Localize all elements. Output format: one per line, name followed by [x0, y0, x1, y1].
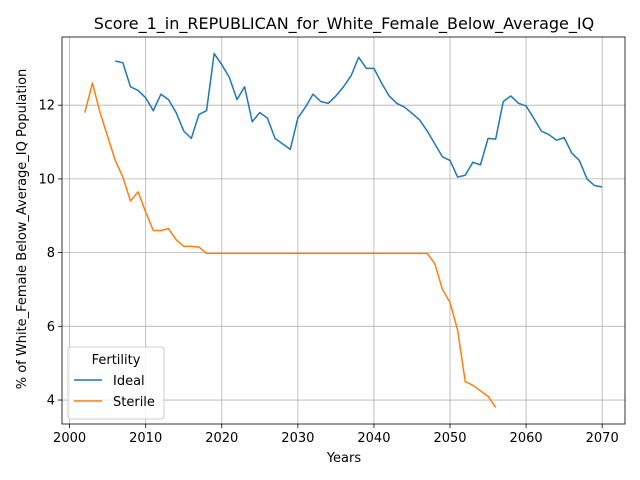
x-tick-label: 2000: [53, 431, 86, 446]
legend-label-ideal: Ideal: [113, 374, 145, 389]
plot-frame: [61, 36, 626, 425]
x-tick-label: 2020: [205, 431, 238, 446]
y-tick-label: 4: [47, 394, 55, 409]
x-tick-label: 2040: [357, 431, 390, 446]
series-line-sterile: [84, 82, 497, 408]
y-tick-label: 6: [47, 320, 55, 335]
x-tick-label: 2060: [510, 431, 543, 446]
legend-title: Fertility: [92, 353, 141, 368]
legend-label-sterile: Sterile: [113, 395, 155, 410]
y-axis-label: % of White_Female Below_Average_IQ Popul…: [15, 69, 30, 390]
legend: Fertility Ideal Sterile: [67, 346, 165, 420]
y-axis-ticks: 4 6 8 10 12: [38, 99, 62, 409]
x-tick-label: 2010: [129, 431, 162, 446]
y-tick-label: 8: [47, 246, 55, 261]
chart-title: Score_1_in_REPUBLICAN_for_White_Female_B…: [94, 14, 594, 34]
y-tick-label: 12: [38, 99, 55, 114]
x-tick-label: 2070: [586, 431, 619, 446]
series-layer: [84, 52, 603, 408]
series-line-ideal: [115, 52, 603, 188]
x-tick-label: 2050: [433, 431, 466, 446]
x-axis-ticks: 2000 2010 2020 2030 2040 2050 2060 2070: [53, 424, 619, 446]
x-axis-label: Years: [326, 451, 362, 466]
x-tick-label: 2030: [281, 431, 314, 446]
y-tick-label: 10: [38, 172, 55, 187]
